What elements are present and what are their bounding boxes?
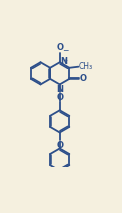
Text: O: O	[56, 43, 63, 52]
Text: +: +	[63, 58, 68, 63]
Text: CH₃: CH₃	[79, 62, 93, 71]
Text: O: O	[56, 141, 63, 150]
Text: −: −	[62, 46, 68, 56]
Text: O: O	[56, 93, 63, 102]
Text: N: N	[56, 85, 63, 94]
Text: O: O	[79, 74, 86, 83]
Text: N: N	[60, 57, 67, 66]
